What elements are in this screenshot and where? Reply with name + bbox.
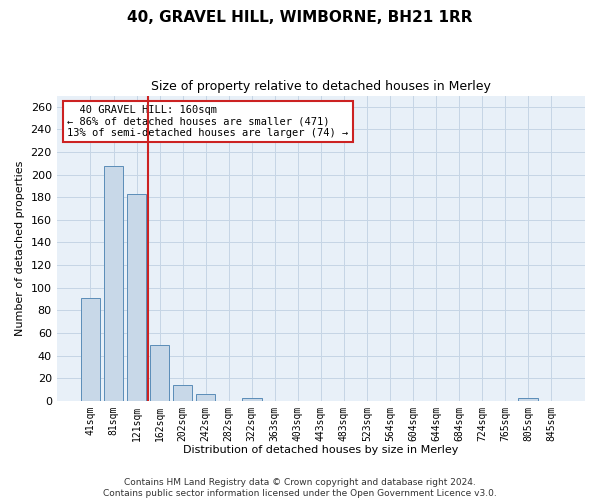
Y-axis label: Number of detached properties: Number of detached properties [15,160,25,336]
Bar [104,166,123,400]
Bar [518,398,538,400]
Bar [80,298,100,400]
Bar [196,394,215,400]
Title: Size of property relative to detached houses in Merley: Size of property relative to detached ho… [151,80,491,93]
Bar [242,398,262,400]
Text: 40 GRAVEL HILL: 160sqm
← 86% of detached houses are smaller (471)
13% of semi-de: 40 GRAVEL HILL: 160sqm ← 86% of detached… [67,104,349,138]
Bar [173,385,193,400]
X-axis label: Distribution of detached houses by size in Merley: Distribution of detached houses by size … [183,445,458,455]
Bar [127,194,146,400]
Text: 40, GRAVEL HILL, WIMBORNE, BH21 1RR: 40, GRAVEL HILL, WIMBORNE, BH21 1RR [127,10,473,25]
Bar [150,346,169,401]
Text: Contains HM Land Registry data © Crown copyright and database right 2024.
Contai: Contains HM Land Registry data © Crown c… [103,478,497,498]
